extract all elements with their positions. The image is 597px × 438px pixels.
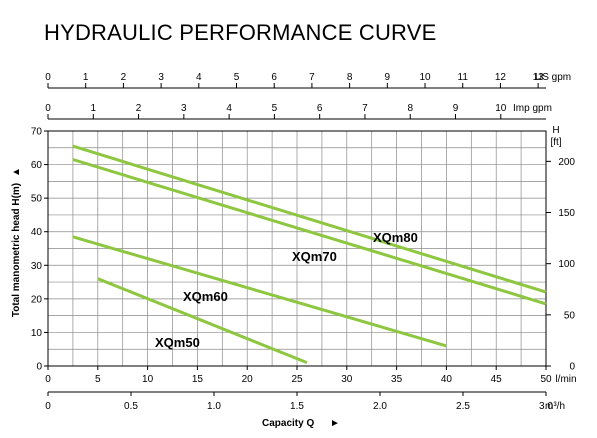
imp-gpm-unit: Imp gpm: [513, 103, 552, 114]
imp-gpm-tick-label: 4: [226, 103, 232, 114]
right-ft-tick-label: 0: [569, 362, 575, 373]
right-ft-tick-label: 150: [558, 208, 575, 219]
us-gpm-tick-label: 0: [45, 72, 51, 83]
imp-gpm-tick-label: 6: [317, 103, 323, 114]
bottom-x-tick-label: 45: [491, 374, 503, 385]
bottom-x-tick-label: 40: [441, 374, 453, 385]
series-label-xqm60: XQm60: [183, 289, 228, 304]
left-y-tick-label: 20: [31, 294, 43, 305]
series-line-xqm80: [72, 144, 547, 294]
grid: [48, 131, 546, 366]
bottom-x-tick-label: 35: [391, 374, 403, 385]
right-axis-unit-ft: [ft]: [550, 137, 561, 148]
imp-gpm-tick-label: 5: [272, 103, 278, 114]
imp-gpm-tick-label: 0: [45, 103, 51, 114]
us-gpm-tick-label: 10: [419, 72, 431, 83]
us-gpm-tick-label: 11: [458, 72, 469, 83]
series-label-xqm70: XQm70: [292, 249, 337, 264]
series-lines: [72, 144, 547, 364]
us-gpm-tick-label: 5: [234, 72, 240, 83]
series-label-xqm50: XQm50: [155, 335, 200, 350]
imp-gpm-tick-label: 8: [407, 103, 413, 114]
imp-gpm-tick-label: 10: [495, 103, 507, 114]
left-y-tick-label: 10: [31, 328, 43, 339]
us-gpm-tick-label: 8: [347, 72, 353, 83]
right-axis-unit-h: H: [552, 125, 559, 136]
bottom-x-tick-label: 5: [95, 374, 101, 385]
us-gpm-tick-label: 1: [83, 72, 89, 83]
us-gpm-tick-label: 3: [158, 72, 164, 83]
left-y-tick-label: 40: [31, 227, 43, 238]
left-y-tick-label: 30: [31, 261, 43, 272]
m3h-tick-label: 1.5: [290, 401, 304, 412]
series-line-xqm70: [72, 158, 547, 306]
m3h-tick-label: 2.5: [456, 401, 470, 412]
m3h-tick-label: 1.0: [207, 401, 221, 412]
x-axis-arrow: ►: [330, 418, 340, 429]
right-ft-tick-label: 200: [558, 157, 575, 168]
imp-gpm-tick-label: 9: [453, 103, 459, 114]
left-y-tick-label: 70: [31, 127, 43, 138]
left-y-tick-label: 60: [31, 160, 43, 171]
chart-title: HYDRAULIC PERFORMANCE CURVE: [44, 20, 437, 45]
bottom-x-tick-label: 25: [291, 374, 303, 385]
us-gpm-tick-label: 2: [121, 72, 127, 83]
m3h-tick-label: 2.0: [373, 401, 387, 412]
bottom-x-tick-label: 0: [45, 374, 51, 385]
series-line-xqm60: [72, 235, 447, 348]
us-gpm-tick-label: 13: [533, 72, 545, 83]
bottom-x-tick-label: 50: [540, 374, 552, 385]
imp-gpm-tick-label: 1: [90, 103, 96, 114]
imp-gpm-tick-label: 3: [181, 103, 187, 114]
us-gpm-tick-label: 6: [271, 72, 277, 83]
y-axis-title: Total manometric head H(m): [11, 183, 22, 317]
m3h-tick-label: 3.0: [539, 401, 553, 412]
bottom-x-unit: l/min: [555, 374, 576, 385]
x-axis-title: Capacity Q: [262, 418, 314, 429]
m3h-tick-label: 0: [45, 401, 51, 412]
bottom-x-tick-label: 30: [341, 374, 353, 385]
us-gpm-tick-label: 9: [385, 72, 391, 83]
bottom-x-tick-label: 15: [192, 374, 204, 385]
us-gpm-unit: US gpm: [535, 72, 571, 83]
imp-gpm-tick-label: 7: [362, 103, 368, 114]
series-line-xqm50: [97, 277, 308, 364]
left-y-tick-label: 0: [36, 362, 42, 373]
us-gpm-tick-label: 4: [196, 72, 202, 83]
series-label-xqm80: XQm80: [373, 230, 418, 245]
bottom-x-tick-label: 20: [242, 374, 254, 385]
imp-gpm-tick-label: 2: [136, 103, 142, 114]
m3h-unit: m³/h: [545, 401, 565, 412]
right-ft-tick-label: 100: [558, 259, 575, 270]
axes: [44, 83, 551, 396]
y-axis-arrow: ▲: [11, 167, 22, 177]
left-y-tick-label: 50: [31, 194, 43, 205]
us-gpm-tick-label: 12: [495, 72, 507, 83]
us-gpm-tick-label: 7: [309, 72, 315, 83]
right-ft-tick-label: 50: [564, 310, 576, 321]
bottom-x-tick-label: 10: [142, 374, 154, 385]
m3h-tick-label: 0.5: [124, 401, 138, 412]
